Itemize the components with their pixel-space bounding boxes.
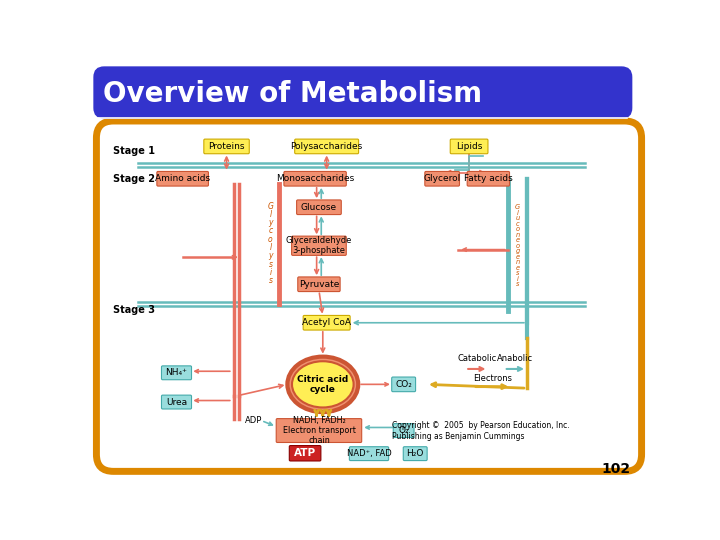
- Text: CO₂: CO₂: [395, 380, 412, 389]
- Ellipse shape: [287, 356, 359, 412]
- Text: Glucose: Glucose: [301, 202, 337, 212]
- FancyBboxPatch shape: [289, 446, 321, 461]
- FancyBboxPatch shape: [425, 171, 459, 186]
- Text: Stage 2: Stage 2: [113, 174, 156, 184]
- FancyBboxPatch shape: [349, 447, 389, 461]
- FancyBboxPatch shape: [276, 418, 361, 442]
- Text: Glycerol: Glycerol: [423, 174, 461, 183]
- FancyBboxPatch shape: [303, 315, 350, 330]
- FancyBboxPatch shape: [298, 277, 340, 292]
- Text: Overview of Metabolism: Overview of Metabolism: [102, 80, 482, 108]
- Text: G
l
u
c
o
n
e
o
g
e
n
e
s
i
s: G l u c o n e o g e n e s i s: [515, 204, 520, 287]
- Text: Citric acid
cycle: Citric acid cycle: [297, 375, 348, 394]
- FancyBboxPatch shape: [467, 171, 510, 186]
- Text: ATP: ATP: [294, 448, 316, 458]
- Text: Pyruvate: Pyruvate: [299, 280, 339, 289]
- FancyBboxPatch shape: [161, 366, 192, 380]
- Text: Glyceraldehyde
3-phosphate: Glyceraldehyde 3-phosphate: [286, 236, 352, 255]
- Text: NADH, FADH₂
Electron transport
chain: NADH, FADH₂ Electron transport chain: [282, 416, 356, 446]
- FancyBboxPatch shape: [284, 171, 346, 186]
- FancyBboxPatch shape: [294, 139, 359, 154]
- FancyBboxPatch shape: [393, 423, 414, 437]
- FancyBboxPatch shape: [94, 66, 632, 119]
- Text: ADP: ADP: [245, 416, 262, 425]
- FancyBboxPatch shape: [157, 171, 209, 186]
- Text: O₂: O₂: [398, 426, 409, 435]
- Text: G
l
y
c
o
l
y
s
i
s: G l y c o l y s i s: [268, 201, 274, 285]
- Text: Copyright ©  2005  by Pearson Education, Inc.
Publishing as Benjamin Cummings: Copyright © 2005 by Pearson Education, I…: [392, 421, 570, 441]
- FancyBboxPatch shape: [297, 200, 341, 214]
- Text: Acetyl CoA: Acetyl CoA: [302, 318, 351, 327]
- Text: Polysaccharides: Polysaccharides: [291, 142, 363, 151]
- FancyBboxPatch shape: [292, 236, 346, 255]
- Text: Stage 3: Stage 3: [113, 305, 156, 315]
- FancyBboxPatch shape: [450, 139, 488, 154]
- Text: NAD⁺, FAD: NAD⁺, FAD: [346, 449, 392, 458]
- Text: Amino acids: Amino acids: [155, 174, 210, 183]
- Text: Lipids: Lipids: [456, 142, 482, 151]
- Text: Catabolic: Catabolic: [457, 354, 496, 363]
- FancyBboxPatch shape: [392, 377, 415, 392]
- FancyBboxPatch shape: [204, 139, 249, 154]
- Text: Stage 1: Stage 1: [113, 146, 156, 156]
- Text: H₂O: H₂O: [407, 449, 424, 458]
- Text: 102: 102: [602, 462, 631, 476]
- FancyBboxPatch shape: [403, 447, 427, 461]
- FancyBboxPatch shape: [161, 395, 192, 409]
- Text: Monosaccharides: Monosaccharides: [276, 174, 354, 183]
- Text: NH₄⁺: NH₄⁺: [166, 368, 187, 377]
- Text: Anabolic: Anabolic: [498, 354, 534, 363]
- Text: Fatty acids: Fatty acids: [464, 174, 513, 183]
- Text: Proteins: Proteins: [208, 142, 245, 151]
- Ellipse shape: [292, 361, 354, 408]
- Text: Electrons: Electrons: [473, 374, 512, 383]
- Text: Urea: Urea: [166, 397, 187, 407]
